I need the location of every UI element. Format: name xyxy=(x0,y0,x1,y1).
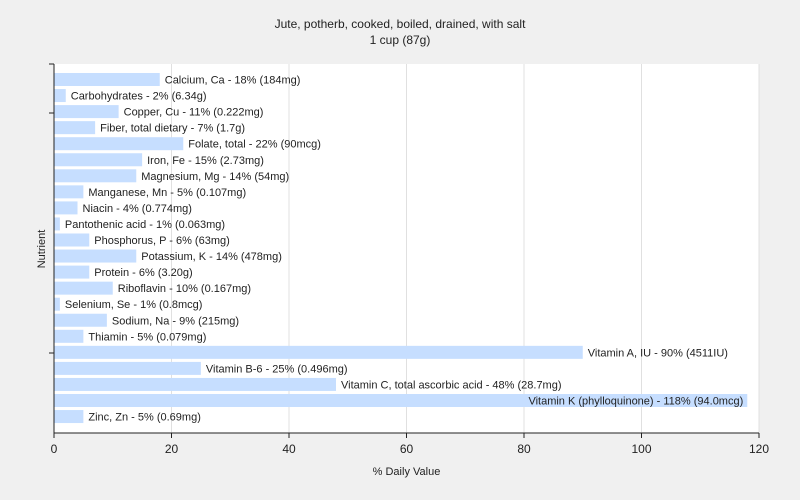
data-label: Calcium, Ca - 18% (184mg) xyxy=(165,75,301,87)
data-label: Protein - 6% (3.20g) xyxy=(94,267,192,279)
data-label: Fiber, total dietary - 7% (1.7g) xyxy=(100,123,245,135)
bar xyxy=(54,329,84,343)
y-axis-label: Nutrient xyxy=(36,229,48,269)
bar xyxy=(54,249,137,263)
bar xyxy=(54,361,201,375)
data-label: Iron, Fe - 15% (2.73mg) xyxy=(147,155,264,167)
data-label: Thiamin - 5% (0.079mg) xyxy=(88,331,206,343)
bar xyxy=(54,89,66,103)
data-label: Vitamin B-6 - 25% (0.496mg) xyxy=(206,363,348,375)
bar xyxy=(54,313,107,327)
chart-title: Jute, potherb, cooked, boiled, drained, … xyxy=(274,17,526,31)
bar xyxy=(54,297,60,311)
data-label: Pantothenic acid - 1% (0.063mg) xyxy=(65,219,225,231)
bar xyxy=(54,137,184,151)
data-label: Vitamin K (phylloquinone) - 118% (94.0mc… xyxy=(528,396,743,408)
data-label: Manganese, Mn - 5% (0.107mg) xyxy=(88,187,246,199)
chart-title-block: Jute, potherb, cooked, boiled, drained, … xyxy=(0,16,800,48)
data-label: Vitamin A, IU - 90% (4511IU) xyxy=(588,347,728,359)
bar xyxy=(54,410,84,424)
bar xyxy=(54,394,748,407)
bar xyxy=(54,265,90,279)
data-label: Phosphorus, P - 6% (63mg) xyxy=(94,235,230,247)
bar xyxy=(54,281,113,295)
data-label: Riboflavin - 10% (0.167mg) xyxy=(118,283,251,295)
bar xyxy=(54,377,336,391)
data-label: Folate, total - 22% (90mcg) xyxy=(188,139,321,151)
data-label: Potassium, K - 14% (478mg) xyxy=(141,251,282,263)
data-label: Zinc, Zn - 5% (0.69mg) xyxy=(88,412,200,424)
x-axis-label: % Daily Value xyxy=(372,466,441,478)
bar xyxy=(54,233,90,247)
x-tick-label: 80 xyxy=(517,442,531,456)
bar xyxy=(54,105,119,119)
data-label: Vitamin C, total ascorbic acid - 48% (28… xyxy=(341,379,562,391)
bar xyxy=(54,345,583,359)
bar xyxy=(54,153,143,167)
x-tick-label: 120 xyxy=(749,442,769,456)
data-label: Selenium, Se - 1% (0.8mcg) xyxy=(65,299,203,311)
data-label: Carbohydrates - 2% (6.34g) xyxy=(71,91,207,103)
x-tick-label: 40 xyxy=(282,442,296,456)
data-label: Sodium, Na - 9% (215mg) xyxy=(112,315,239,327)
x-tick-label: 100 xyxy=(631,442,651,456)
bar xyxy=(54,201,78,215)
chart-subtitle: 1 cup (87g) xyxy=(369,33,431,47)
bar xyxy=(54,73,160,86)
bar xyxy=(54,217,60,231)
x-tick-label: 60 xyxy=(400,442,414,456)
bar xyxy=(54,121,96,135)
x-tick-label: 20 xyxy=(165,442,179,456)
data-label: Copper, Cu - 11% (0.222mg) xyxy=(124,107,264,119)
bar xyxy=(54,185,84,199)
bar xyxy=(54,169,137,183)
data-label: Magnesium, Mg - 14% (54mg) xyxy=(141,171,289,183)
x-tick-label: 0 xyxy=(51,442,58,456)
data-label: Niacin - 4% (0.774mg) xyxy=(83,203,192,215)
